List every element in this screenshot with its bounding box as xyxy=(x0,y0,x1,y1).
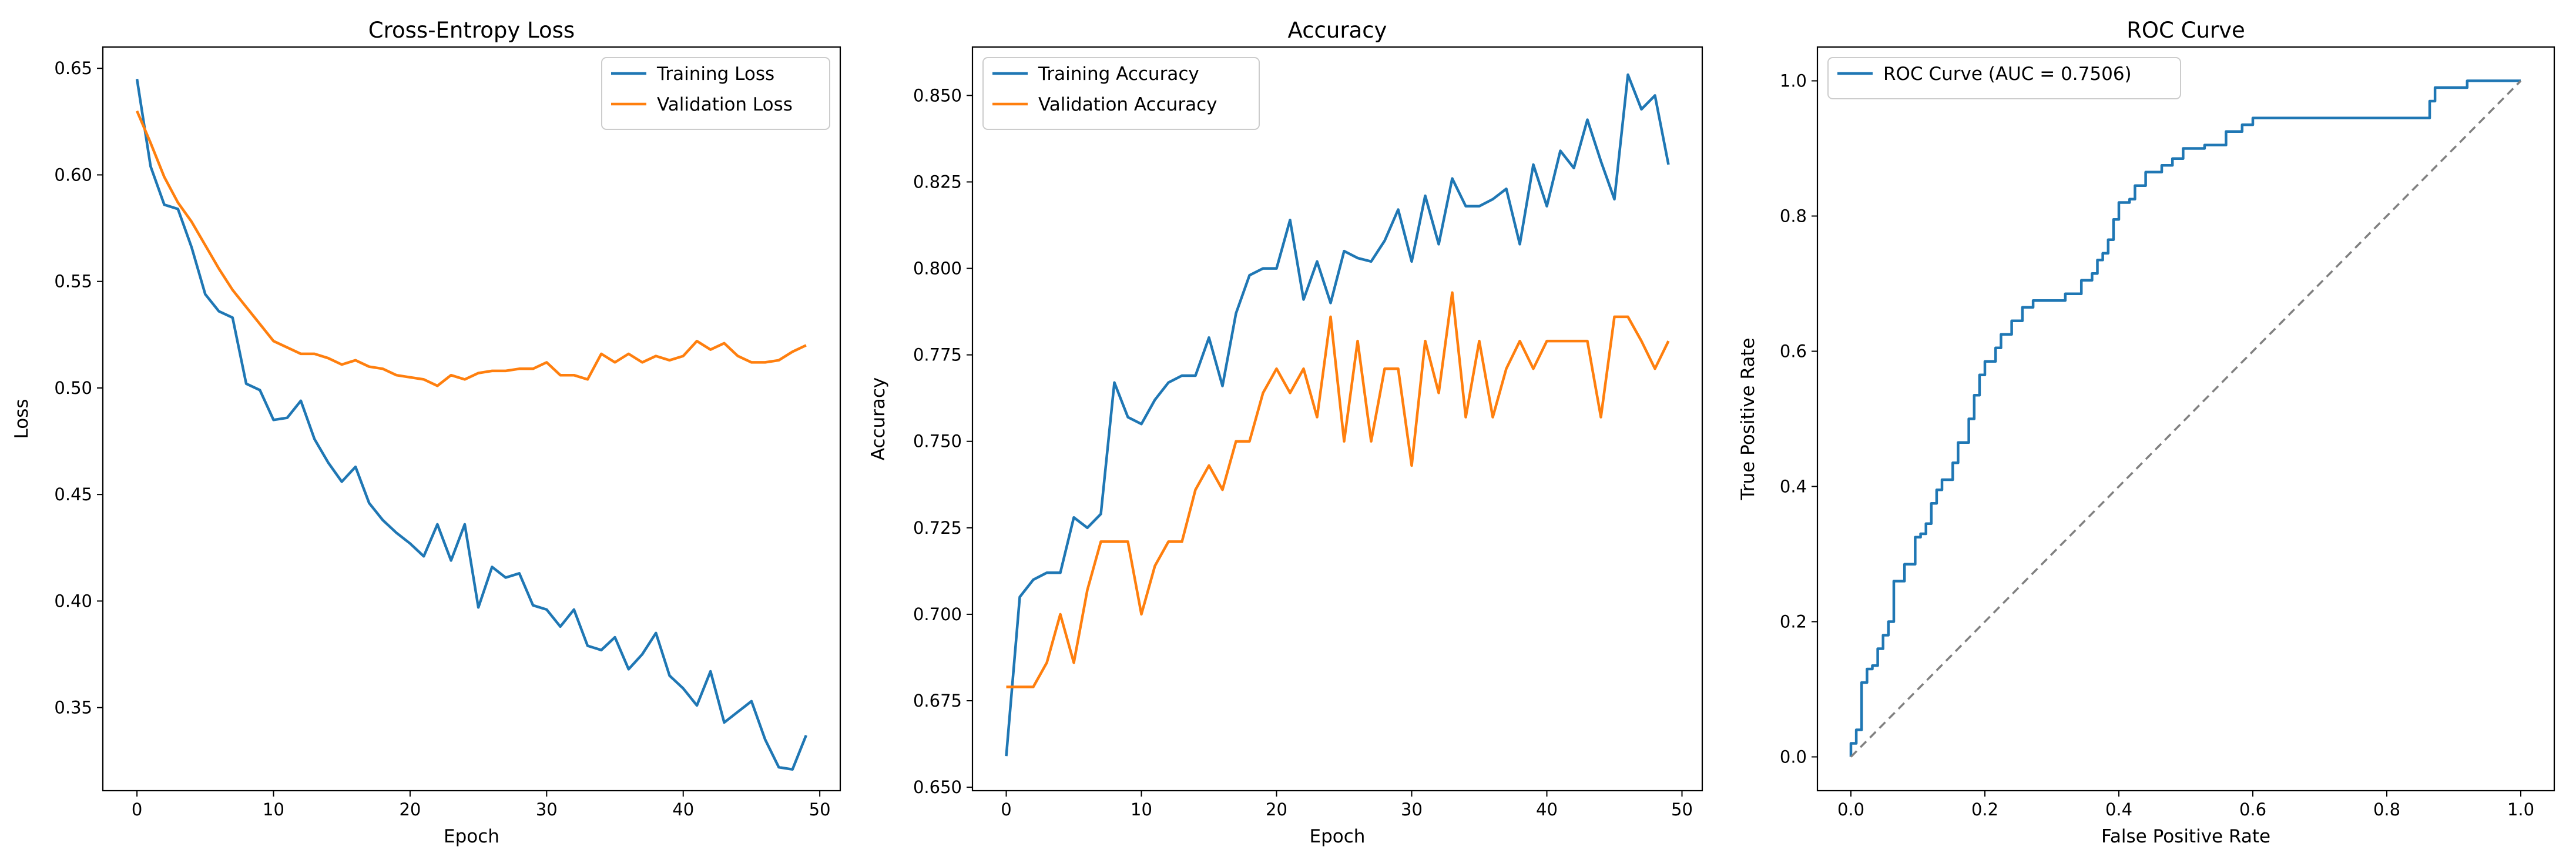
y-tick-label: 0.725 xyxy=(913,518,962,538)
x-tick-label: 1.0 xyxy=(2507,800,2534,819)
axes-frame xyxy=(1816,46,2555,792)
x-tick-label: 50 xyxy=(809,800,831,819)
x-tick-label: 0 xyxy=(132,800,142,819)
legend-entry: Validation Loss xyxy=(657,94,793,115)
y-axis-label: True Positive Rate xyxy=(1738,337,1759,500)
chart-panel-3: ROC Curve 0.0 0.2 0.4 0.6 0.8 1.0 0.0 0.2 0.4 0.6 0… xyxy=(1738,18,2555,847)
y-tick-label: 0.60 xyxy=(54,165,92,185)
x-tick-label: 20 xyxy=(1266,800,1287,819)
y-tick-label: 0.4 xyxy=(1780,477,1807,497)
y-tick-label: 0.50 xyxy=(54,378,92,398)
legend-entry: Validation Accuracy xyxy=(1038,94,1217,115)
legend-entry: ROC Curve (AUC = 0.7506) xyxy=(1883,63,2132,85)
y-tick-label: 0.65 xyxy=(54,58,92,78)
x-tick-label: 30 xyxy=(1401,800,1423,819)
x-tick-label: 40 xyxy=(672,800,694,819)
chart-title: ROC Curve xyxy=(2126,18,2245,43)
y-tick-label: 0.750 xyxy=(913,431,962,451)
chance-diagonal-line xyxy=(1850,80,2522,758)
x-tick-label: 0.2 xyxy=(1971,800,1998,819)
y-tick-label: 0.800 xyxy=(913,259,962,279)
legend-entry: Training Accuracy xyxy=(1038,63,1199,85)
x-axis-label: Epoch xyxy=(1310,826,1366,847)
y-tick-label: 0.45 xyxy=(54,484,92,504)
x-tick-label: 40 xyxy=(1536,800,1558,819)
y-tick-label: 0.675 xyxy=(913,691,962,711)
chart-title: Cross-Entropy Loss xyxy=(368,18,575,43)
y-axis-label: Accuracy xyxy=(868,377,889,461)
y-tick-label: 0.6 xyxy=(1780,342,1807,362)
y-tick-label: 0.2 xyxy=(1780,612,1807,632)
x-tick-label: 0 xyxy=(1001,800,1011,819)
x-tick-label: 10 xyxy=(263,800,284,819)
legend: Training Accuracy Validation Accuracy xyxy=(982,57,1260,130)
legend-box xyxy=(601,57,830,130)
series-line-1 xyxy=(1849,79,2521,757)
y-tick-label: 1.0 xyxy=(1780,71,1807,91)
series-group xyxy=(1005,73,1670,757)
chart-title: Accuracy xyxy=(1288,18,1387,43)
y-tick-label: 0.35 xyxy=(54,698,92,718)
legend-entry: Training Loss xyxy=(656,63,774,85)
y-tick-label: 0.55 xyxy=(54,272,92,292)
x-tick-label: 20 xyxy=(399,800,421,819)
x-axis-label: False Positive Rate xyxy=(2101,826,2270,847)
series-line-2 xyxy=(136,110,807,387)
y-tick-label: 0.650 xyxy=(913,777,962,797)
axes-frame xyxy=(971,46,1703,792)
y-axis-label: Loss xyxy=(11,399,32,439)
x-tick-label: 10 xyxy=(1131,800,1152,819)
y-tick-label: 0.0 xyxy=(1780,747,1807,767)
series-group xyxy=(1849,79,2522,758)
x-tick-label: 0.0 xyxy=(1837,800,1864,819)
y-tick-label: 0.8 xyxy=(1780,206,1807,226)
x-tick-label: 30 xyxy=(536,800,558,819)
y-tick-label: 0.850 xyxy=(913,85,962,105)
legend-box xyxy=(982,57,1260,130)
series-line-1 xyxy=(135,79,807,771)
y-tick-label: 0.825 xyxy=(913,172,962,192)
legend-box xyxy=(1827,57,2181,99)
y-tick-label: 0.775 xyxy=(913,345,962,365)
series-line-2 xyxy=(1006,291,1670,688)
x-axis-label: Epoch xyxy=(444,826,499,847)
x-tick-label: 0.8 xyxy=(2373,800,2400,819)
chart-panel-2: Accuracy 0 10 20 30 40 50 0.650 0.675 0.700 0.725 0… xyxy=(868,18,1703,847)
series-line-1 xyxy=(1005,73,1670,757)
series-group xyxy=(135,79,807,771)
legend: ROC Curve (AUC = 0.7506) xyxy=(1827,57,2181,99)
axes-frame xyxy=(102,46,841,792)
x-tick-label: 50 xyxy=(1671,800,1693,819)
y-tick-label: 0.40 xyxy=(54,591,92,611)
y-tick-label: 0.700 xyxy=(913,604,962,624)
x-tick-label: 0.4 xyxy=(2105,800,2132,819)
chart-panel-1: Cross-Entropy Loss 0 10 20 30 40 50 0.35 0.40 0.4… xyxy=(11,18,841,847)
x-tick-label: 0.6 xyxy=(2239,800,2266,819)
legend: Training Loss Validation Loss xyxy=(601,57,830,130)
